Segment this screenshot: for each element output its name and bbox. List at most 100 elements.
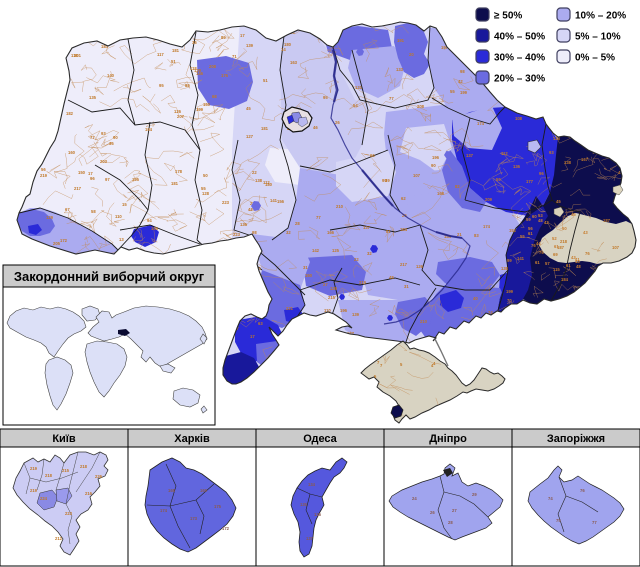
svg-text:138: 138 bbox=[255, 178, 263, 183]
svg-text:146: 146 bbox=[196, 71, 204, 76]
svg-text:71: 71 bbox=[232, 54, 237, 59]
svg-text:112: 112 bbox=[263, 180, 270, 185]
svg-text:22: 22 bbox=[252, 170, 257, 175]
svg-text:58: 58 bbox=[91, 209, 96, 214]
svg-text:150: 150 bbox=[78, 170, 86, 175]
svg-text:107: 107 bbox=[612, 245, 620, 250]
svg-text:169: 169 bbox=[200, 488, 208, 493]
svg-text:Одеса: Одеса bbox=[303, 433, 337, 445]
svg-text:69: 69 bbox=[553, 252, 558, 257]
svg-text:182: 182 bbox=[66, 111, 74, 116]
svg-text:90: 90 bbox=[431, 163, 436, 168]
svg-text:208: 208 bbox=[417, 104, 425, 109]
svg-text:27: 27 bbox=[452, 508, 457, 513]
svg-text:217: 217 bbox=[400, 262, 408, 267]
svg-text:128: 128 bbox=[553, 136, 561, 141]
svg-text:56: 56 bbox=[528, 226, 533, 231]
svg-text:216: 216 bbox=[85, 491, 93, 496]
svg-text:74: 74 bbox=[548, 496, 553, 501]
svg-text:176: 176 bbox=[221, 73, 229, 78]
svg-text:76: 76 bbox=[580, 488, 585, 493]
svg-text:168: 168 bbox=[437, 191, 445, 196]
svg-text:115: 115 bbox=[553, 267, 560, 272]
svg-text:0% – 5%: 0% – 5% bbox=[575, 53, 615, 64]
svg-text:141: 141 bbox=[517, 256, 525, 261]
svg-text:93: 93 bbox=[101, 131, 106, 136]
svg-text:26: 26 bbox=[335, 120, 340, 125]
svg-text:45: 45 bbox=[571, 212, 576, 217]
svg-text:219: 219 bbox=[359, 280, 367, 285]
svg-text:24: 24 bbox=[412, 496, 417, 501]
svg-text:128: 128 bbox=[202, 191, 210, 196]
svg-text:94: 94 bbox=[147, 218, 152, 223]
svg-text:98: 98 bbox=[252, 230, 257, 235]
svg-text:187: 187 bbox=[603, 218, 611, 223]
svg-text:133: 133 bbox=[396, 67, 404, 72]
svg-text:215: 215 bbox=[62, 468, 70, 473]
svg-text:63: 63 bbox=[258, 321, 263, 326]
svg-text:136: 136 bbox=[240, 222, 248, 227]
svg-text:168: 168 bbox=[168, 488, 176, 493]
svg-text:160: 160 bbox=[68, 150, 76, 155]
svg-text:184: 184 bbox=[101, 44, 109, 49]
svg-text:29: 29 bbox=[472, 492, 477, 497]
svg-text:174: 174 bbox=[483, 224, 491, 229]
svg-text:5: 5 bbox=[374, 374, 377, 379]
svg-text:61: 61 bbox=[528, 231, 533, 236]
svg-text:199: 199 bbox=[506, 289, 514, 294]
svg-text:180: 180 bbox=[265, 182, 273, 187]
svg-text:17: 17 bbox=[88, 171, 93, 176]
svg-text:43: 43 bbox=[575, 259, 580, 264]
svg-text:57: 57 bbox=[545, 261, 550, 266]
svg-text:117: 117 bbox=[157, 52, 164, 57]
svg-text:184: 184 bbox=[400, 227, 408, 232]
svg-text:≥ 50%: ≥ 50% bbox=[494, 11, 522, 22]
svg-text:151: 151 bbox=[509, 228, 517, 233]
svg-text:137: 137 bbox=[306, 536, 314, 541]
svg-text:172: 172 bbox=[222, 526, 230, 531]
svg-text:59: 59 bbox=[496, 177, 501, 182]
svg-text:95: 95 bbox=[159, 83, 164, 88]
svg-text:174: 174 bbox=[160, 508, 168, 513]
svg-text:5% – 10%: 5% – 10% bbox=[575, 32, 621, 43]
svg-text:77: 77 bbox=[592, 520, 597, 525]
svg-text:137: 137 bbox=[466, 153, 474, 158]
svg-text:207: 207 bbox=[177, 114, 185, 119]
svg-text:139: 139 bbox=[330, 286, 338, 291]
svg-text:66: 66 bbox=[370, 153, 375, 158]
svg-text:54: 54 bbox=[353, 103, 358, 108]
svg-text:135: 135 bbox=[89, 95, 97, 100]
svg-text:67: 67 bbox=[65, 207, 70, 212]
svg-text:223: 223 bbox=[233, 232, 241, 237]
svg-text:76: 76 bbox=[531, 243, 536, 248]
svg-text:219: 219 bbox=[30, 488, 38, 493]
svg-text:55: 55 bbox=[520, 234, 525, 239]
svg-text:13: 13 bbox=[119, 237, 124, 242]
svg-text:112: 112 bbox=[501, 151, 508, 156]
svg-text:42: 42 bbox=[248, 207, 253, 212]
svg-text:20% – 30%: 20% – 30% bbox=[494, 74, 545, 85]
svg-text:45: 45 bbox=[556, 199, 561, 204]
svg-text:210: 210 bbox=[336, 204, 344, 209]
svg-text:90: 90 bbox=[113, 135, 118, 140]
svg-text:219: 219 bbox=[30, 466, 38, 471]
svg-text:7: 7 bbox=[377, 360, 380, 365]
svg-text:194: 194 bbox=[145, 127, 153, 132]
svg-text:108: 108 bbox=[515, 116, 523, 121]
svg-text:4: 4 bbox=[431, 363, 434, 368]
svg-text:226: 226 bbox=[95, 474, 103, 479]
svg-text:83: 83 bbox=[474, 233, 479, 238]
svg-text:167: 167 bbox=[581, 157, 589, 162]
svg-text:48: 48 bbox=[538, 218, 543, 223]
svg-text:20: 20 bbox=[409, 52, 414, 57]
svg-text:40: 40 bbox=[473, 296, 478, 301]
svg-text:199: 199 bbox=[460, 90, 468, 95]
svg-text:150: 150 bbox=[305, 273, 313, 278]
svg-text:107: 107 bbox=[413, 173, 421, 178]
svg-text:55: 55 bbox=[201, 186, 206, 191]
svg-text:139: 139 bbox=[246, 43, 254, 48]
svg-text:75: 75 bbox=[556, 518, 561, 523]
svg-text:21: 21 bbox=[457, 232, 462, 237]
svg-text:138: 138 bbox=[501, 266, 509, 271]
svg-text:77: 77 bbox=[316, 215, 321, 220]
